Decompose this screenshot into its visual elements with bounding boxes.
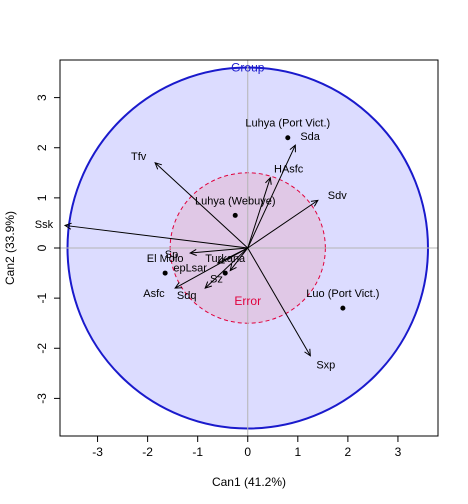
vector-label: Sdv bbox=[328, 190, 347, 202]
group-point bbox=[232, 212, 238, 218]
vector-sda bbox=[247, 144, 296, 249]
group-point-label: Luhya (Port Vict.) bbox=[245, 118, 330, 130]
vector-arrowhead bbox=[304, 348, 311, 357]
vector-arrowhead bbox=[289, 144, 296, 153]
vector-arrowhead bbox=[154, 161, 162, 170]
group-point bbox=[340, 305, 346, 311]
x-tick-label: 0 bbox=[244, 445, 251, 459]
x-tick-label: 1 bbox=[294, 445, 301, 459]
error-ellipse-label: Error bbox=[234, 294, 261, 308]
vector-label: epLsar bbox=[173, 263, 207, 275]
y-tick-label: 2 bbox=[35, 144, 49, 151]
vector-line bbox=[247, 247, 311, 357]
y-tick-label: -2 bbox=[35, 343, 49, 354]
x-tick-label: 2 bbox=[345, 445, 352, 459]
vector-line bbox=[64, 224, 248, 249]
vector-sdv bbox=[247, 199, 319, 249]
vector-sz bbox=[229, 247, 249, 272]
vector-line bbox=[229, 247, 249, 271]
vector-label: Asfc bbox=[143, 288, 165, 300]
y-tick-label: -3 bbox=[35, 393, 49, 404]
vector-line bbox=[204, 247, 249, 289]
vector-label: Sxp bbox=[316, 359, 335, 371]
group-point bbox=[285, 135, 291, 141]
vector-arrowhead bbox=[63, 222, 72, 230]
vector-label: Sp bbox=[165, 249, 178, 261]
vector-sdq bbox=[204, 247, 249, 289]
vector-arrowhead bbox=[189, 249, 197, 256]
vector-arrowhead bbox=[204, 281, 213, 289]
group-point-label: Turkana bbox=[205, 253, 246, 265]
vector-arrowhead bbox=[216, 257, 225, 264]
vector-label: Sdq bbox=[177, 290, 197, 302]
vector-label: Sz bbox=[210, 273, 223, 285]
group-point bbox=[162, 270, 168, 276]
vector-sxp bbox=[247, 247, 311, 357]
group-ellipse-label: Group bbox=[231, 61, 265, 75]
y-axis-label: Can2 (33.9%) bbox=[3, 211, 17, 285]
group-point-label: El Molo bbox=[147, 253, 184, 265]
vector-arrowhead bbox=[310, 199, 319, 207]
vector-arrowhead bbox=[174, 282, 183, 289]
vector-line bbox=[247, 177, 271, 249]
y-tick-label: -1 bbox=[35, 292, 49, 303]
vector-label: Sda bbox=[300, 131, 320, 143]
group-point bbox=[222, 270, 228, 276]
x-tick-label: 3 bbox=[395, 445, 402, 459]
vector-line bbox=[247, 145, 296, 249]
vector-tfv bbox=[154, 161, 249, 249]
x-tick-label: -1 bbox=[192, 445, 203, 459]
x-tick-label: -2 bbox=[142, 445, 153, 459]
y-tick-label: 1 bbox=[35, 194, 49, 201]
vector-ssk bbox=[63, 222, 248, 249]
group-point-label: Luo (Port Vict.) bbox=[306, 288, 379, 300]
vector-hasfc bbox=[247, 176, 272, 249]
vector-label: Ssk bbox=[35, 219, 54, 231]
vector-asfc bbox=[174, 247, 248, 289]
x-tick-label: -3 bbox=[92, 445, 103, 459]
group-point-label: Luhya (Webuye) bbox=[195, 195, 276, 207]
x-axis-label: Can1 (41.2%) bbox=[212, 475, 286, 489]
vector-line bbox=[174, 247, 248, 289]
vector-line bbox=[247, 199, 319, 249]
vector-line bbox=[190, 247, 248, 254]
vector-line bbox=[154, 162, 249, 249]
vector-arrowhead bbox=[265, 176, 272, 185]
vector-label: HAsfc bbox=[274, 163, 304, 175]
y-tick-label: 0 bbox=[35, 244, 49, 251]
vector-arrowhead bbox=[229, 263, 237, 272]
vector-label: Tfv bbox=[131, 151, 147, 163]
y-tick-label: 3 bbox=[35, 94, 49, 101]
vector-sp bbox=[189, 247, 248, 256]
